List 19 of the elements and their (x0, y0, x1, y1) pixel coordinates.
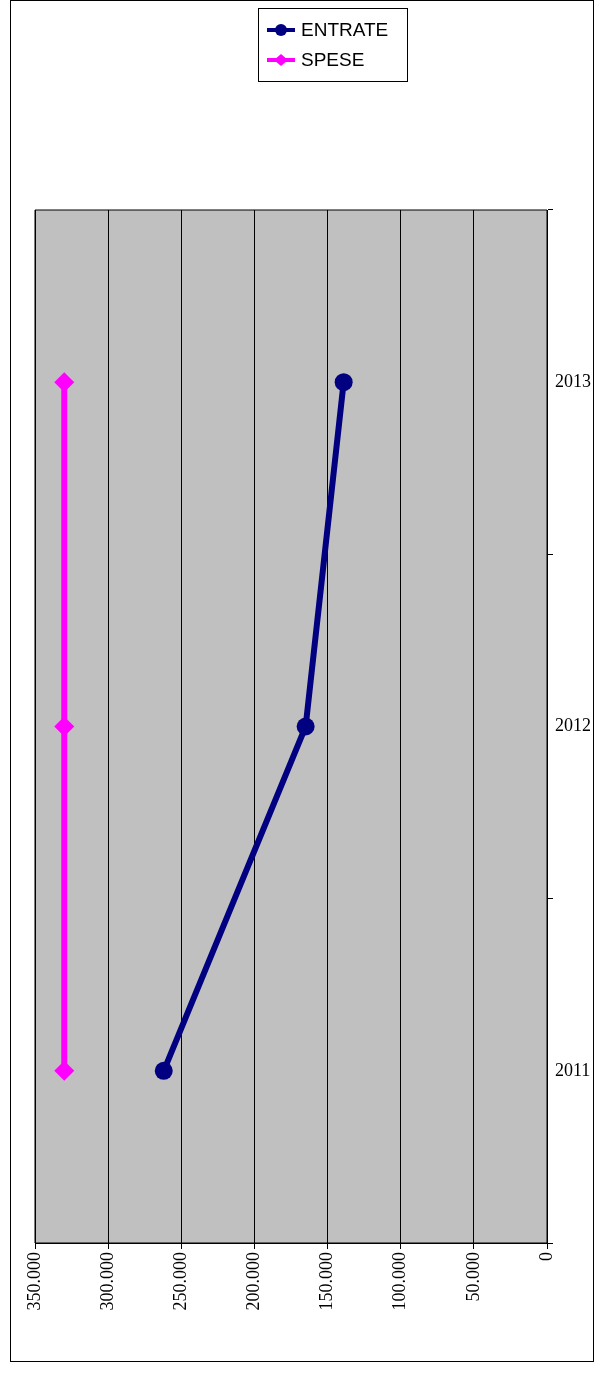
x-tick-label: 200.000 (243, 1252, 264, 1311)
y-tick-label: 2011 (555, 1059, 591, 1080)
x-tick-label: 50.000 (462, 1252, 483, 1302)
x-tick-label: 100.000 (389, 1252, 410, 1311)
legend-label: SPESE (301, 49, 365, 71)
x-tick-label: 150.000 (316, 1252, 337, 1311)
point (54, 372, 75, 393)
x-tick-label: 0 (535, 1252, 556, 1261)
y-tick-label: 2013 (555, 370, 591, 391)
point (334, 373, 353, 392)
y-tick-label: 2012 (555, 715, 591, 736)
point (54, 716, 75, 737)
x-tick-label: 250.000 (170, 1252, 191, 1311)
point (54, 1060, 75, 1081)
x-tick-label: 350.000 (23, 1252, 44, 1311)
legend-label: ENTRATE (301, 19, 389, 41)
point (296, 717, 315, 736)
point (154, 1061, 173, 1080)
x-tick-label: 300.000 (96, 1252, 117, 1311)
